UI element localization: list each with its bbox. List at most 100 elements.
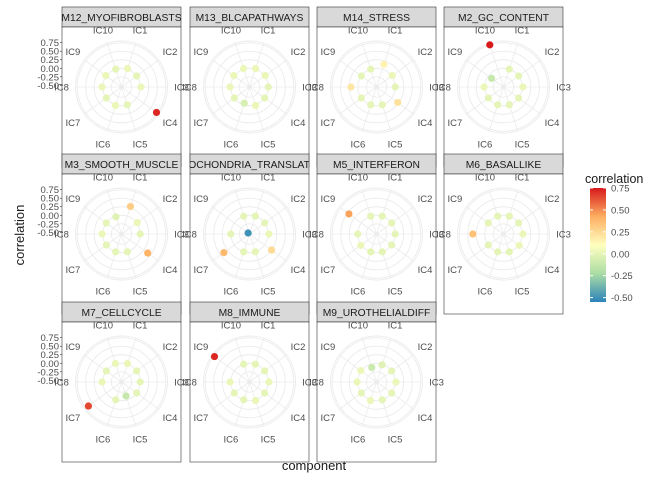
spoke-line — [212, 354, 250, 383]
data-point — [505, 101, 513, 109]
component-label: IC1 — [261, 25, 276, 36]
grid-ring — [365, 76, 388, 98]
spoke-line — [339, 86, 377, 115]
component-label: IC3 — [556, 83, 571, 94]
data-point — [378, 212, 386, 220]
component-label: IC8 — [182, 378, 197, 389]
grid-ring — [76, 42, 167, 132]
component-label: IC1 — [261, 172, 276, 183]
component-label: IC4 — [418, 413, 433, 424]
component-label: IC6 — [478, 287, 493, 298]
data-point — [230, 71, 238, 80]
component-label: IC1 — [133, 25, 148, 36]
component-label: IC5 — [388, 140, 403, 151]
data-point — [126, 202, 135, 211]
y-tick-label: 0.00 — [41, 359, 60, 370]
data-point — [240, 248, 248, 256]
data-point — [484, 241, 492, 249]
component-label: IC10 — [93, 320, 113, 331]
component-label: IC2 — [418, 194, 433, 205]
spoke-line — [249, 338, 265, 383]
data-point — [102, 367, 110, 375]
data-point — [367, 101, 375, 109]
grid-ring — [457, 40, 550, 134]
spoke-line — [249, 381, 287, 410]
grid-ring — [467, 197, 540, 271]
component-label: IC5 — [133, 287, 148, 298]
grid-ring — [340, 50, 413, 124]
component-label: IC6 — [96, 287, 111, 298]
component-label: IC9 — [194, 194, 209, 205]
data-point — [240, 212, 248, 220]
data-point — [251, 64, 260, 73]
spoke-line — [361, 338, 377, 383]
component-label: IC2 — [545, 47, 560, 58]
component-label: IC5 — [133, 435, 148, 446]
spoke-line — [121, 354, 159, 383]
grid-ring — [76, 337, 167, 427]
component-label: IC3 — [174, 230, 189, 241]
data-point — [123, 359, 132, 368]
grid-ring — [492, 223, 515, 245]
spoke-line — [488, 190, 504, 235]
spoke-line — [84, 233, 122, 262]
facet-title: M14_STRESS — [343, 13, 410, 24]
grid-ring — [458, 189, 549, 279]
spoke-line — [361, 233, 377, 278]
data-point — [133, 389, 141, 397]
component-label: IC3 — [302, 83, 317, 94]
facet-title: M9_UROTHELIALDIFF — [323, 308, 431, 319]
spoke-line — [249, 354, 287, 383]
data-point — [494, 212, 502, 220]
component-label: IC1 — [515, 172, 530, 183]
data-point — [230, 94, 238, 102]
spoke-line — [106, 233, 122, 278]
component-label: IC5 — [261, 140, 276, 151]
grid-ring — [221, 59, 278, 115]
component-label: IC9 — [66, 47, 81, 58]
component-label: IC10 — [221, 25, 241, 36]
component-label: IC7 — [66, 118, 81, 129]
spoke-line — [361, 43, 377, 88]
data-point — [98, 83, 106, 91]
data-point — [251, 248, 259, 256]
spoke-line — [84, 86, 122, 115]
data-point — [133, 367, 141, 375]
facet-grid: M12_MYOFIBROBLASTSIC1IC2IC3IC4IC5IC6IC7I… — [37, 6, 571, 463]
data-point — [392, 378, 400, 386]
data-point — [210, 352, 219, 361]
component-label: IC9 — [321, 47, 336, 58]
data-point — [519, 230, 527, 238]
spoke-line — [121, 233, 159, 262]
data-point — [220, 249, 228, 257]
data-point — [137, 83, 145, 91]
component-label: IC8 — [182, 230, 197, 241]
component-label: IC5 — [515, 140, 530, 151]
component-label: IC9 — [194, 47, 209, 58]
legend-tick-label: 0.25 — [611, 227, 630, 238]
spoke-line — [106, 381, 122, 426]
component-label: IC1 — [388, 25, 403, 36]
component-label: IC2 — [545, 194, 560, 205]
data-point — [505, 65, 513, 73]
facet-title: M13_BLCAPATHWAYS — [196, 13, 304, 24]
component-label: IC10 — [348, 25, 368, 36]
component-label: IC2 — [291, 194, 306, 205]
component-label: IC9 — [448, 47, 463, 58]
data-point — [251, 360, 259, 368]
component-label: IC7 — [448, 118, 463, 129]
data-point — [357, 94, 365, 102]
component-label: IC2 — [163, 47, 178, 58]
component-label: IC1 — [261, 320, 276, 331]
data-point — [488, 74, 496, 82]
data-point — [515, 219, 523, 227]
grid-ring — [119, 231, 124, 237]
component-label: IC5 — [515, 287, 530, 298]
data-point — [112, 248, 120, 256]
data-point — [357, 389, 365, 397]
grid-ring — [340, 197, 413, 271]
grid-ring — [247, 84, 252, 90]
